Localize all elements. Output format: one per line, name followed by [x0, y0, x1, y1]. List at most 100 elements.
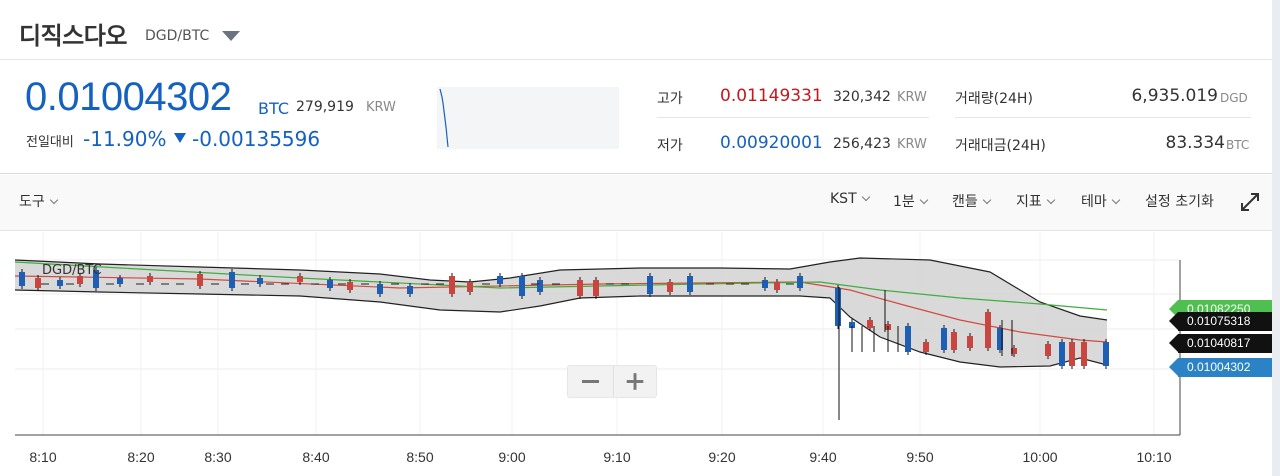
timezone-menu[interactable]: KST — [830, 191, 870, 207]
stat-divider — [955, 117, 1251, 118]
price-krw: 279,919 — [296, 99, 354, 115]
candle-chart-canvas[interactable] — [0, 232, 1272, 476]
candle-body — [985, 312, 991, 348]
chevron-down-icon — [982, 195, 992, 205]
price-tag: 0.01075318 — [1169, 312, 1272, 331]
candle-body — [347, 282, 353, 290]
candle-body — [867, 320, 873, 328]
time-tick-label: 8:20 — [127, 449, 155, 465]
indicator-menu-label: 지표 — [1016, 194, 1042, 210]
candle-body — [327, 280, 333, 288]
ma-short-line — [14, 275, 1108, 343]
change-rate: -11.90% — [83, 127, 167, 151]
candle-menu[interactable]: 캔들 — [952, 191, 992, 211]
tools-menu-label: 도구 — [19, 194, 45, 210]
interval-menu[interactable]: 1분 — [893, 191, 929, 211]
candle-body — [537, 280, 543, 292]
time-tick-label: 10:00 — [1022, 449, 1058, 465]
timezone-menu-label: KST — [830, 191, 857, 207]
reset-settings-button[interactable]: 설정 초기화 — [1145, 194, 1214, 210]
candle-body — [593, 280, 599, 296]
candle-body — [467, 282, 473, 292]
high-label: 고가 — [657, 91, 683, 107]
candle-body — [497, 276, 503, 284]
high-value: 0.01149331 — [720, 86, 823, 106]
low-krw: 256,423 — [833, 136, 891, 152]
price-tag: 0.01004302 — [1169, 358, 1272, 377]
coin-pair[interactable]: DGD/BTC — [145, 28, 210, 44]
change-value: -0.00135596 — [192, 127, 321, 151]
candle-body — [449, 276, 455, 294]
down-triangle-icon — [174, 133, 186, 143]
time-tick-label: 9:00 — [498, 449, 526, 465]
chevron-down-icon — [49, 195, 59, 205]
mini-chart-line — [439, 88, 449, 148]
candle-body — [667, 282, 673, 292]
candle-body — [377, 284, 383, 294]
indicator-menu[interactable]: 지표 — [1016, 191, 1056, 211]
candle-body — [849, 322, 855, 328]
high-krw-unit: KRW — [897, 90, 927, 105]
zoom-in-icon[interactable] — [613, 366, 657, 397]
candle-body — [57, 280, 63, 286]
candle-body — [1045, 344, 1051, 356]
bollinger-upper-line — [14, 257, 1108, 321]
ma-long-line — [14, 261, 1108, 311]
coin-name: 디직스다오 — [19, 22, 127, 50]
amount-unit: BTC — [1226, 138, 1250, 152]
candle-body — [762, 280, 768, 288]
candle-body — [407, 286, 413, 294]
candle-body — [967, 336, 973, 348]
interval-menu-label: 1분 — [893, 194, 915, 210]
candle-body — [229, 272, 235, 288]
change-label: 전일대비 — [26, 135, 74, 150]
amount-label: 거래대금(24H) — [955, 138, 1046, 154]
candle-body — [774, 282, 780, 290]
candle-body — [797, 276, 803, 288]
high-krw: 320,342 — [833, 89, 891, 105]
candle-body — [951, 332, 957, 350]
tools-menu[interactable]: 도구 — [19, 191, 59, 211]
candle-body — [197, 274, 203, 286]
candle-body — [941, 328, 947, 350]
zoom-out-icon[interactable] — [568, 366, 613, 397]
time-tick-label: 9:10 — [603, 449, 631, 465]
theme-menu[interactable]: 테마 — [1081, 191, 1121, 211]
candle-menu-label: 캔들 — [952, 194, 978, 210]
price-unit: BTC — [258, 99, 289, 118]
candle-body — [923, 342, 929, 352]
chevron-down-icon — [919, 195, 929, 205]
candle-chart[interactable] — [0, 232, 1272, 476]
candle-body — [147, 276, 153, 282]
time-tick-label: 8:50 — [406, 449, 434, 465]
chart-toolbar: 도구 KST 1분 캔들 지표 테마 설정 초기화 — [0, 175, 1272, 231]
candle-body — [117, 278, 123, 284]
time-tick-label: 10:10 — [1136, 449, 1172, 465]
candle-body — [1103, 342, 1109, 366]
volume-unit: DGD — [1220, 91, 1248, 105]
low-krw-unit: KRW — [897, 137, 927, 152]
page-scrollbar[interactable] — [1272, 0, 1280, 476]
amount-value: 83.334 — [1165, 133, 1225, 153]
candle-body — [835, 288, 841, 326]
current-price: 0.01004302 — [25, 75, 232, 119]
price-krw-unit: KRW — [366, 100, 396, 115]
candle-body — [905, 326, 911, 352]
candle-body — [1011, 348, 1017, 354]
low-label: 저가 — [657, 138, 683, 154]
caret-down-icon[interactable] — [222, 31, 240, 41]
time-tick-label: 8:40 — [302, 449, 330, 465]
chevron-down-icon — [1046, 195, 1056, 205]
candle-body — [35, 278, 41, 288]
mini-price-chart — [437, 87, 619, 149]
candle-body — [647, 276, 653, 294]
candle-body — [1081, 342, 1087, 366]
chart-symbol-label: DGD/BTC — [42, 263, 102, 278]
fullscreen-icon[interactable] — [1239, 191, 1261, 213]
candle-body — [519, 276, 525, 296]
time-tick-label: 9:50 — [906, 449, 934, 465]
theme-menu-label: 테마 — [1081, 194, 1107, 210]
candle-body — [297, 276, 303, 282]
volume-value: 6,935.019 — [1131, 86, 1218, 106]
